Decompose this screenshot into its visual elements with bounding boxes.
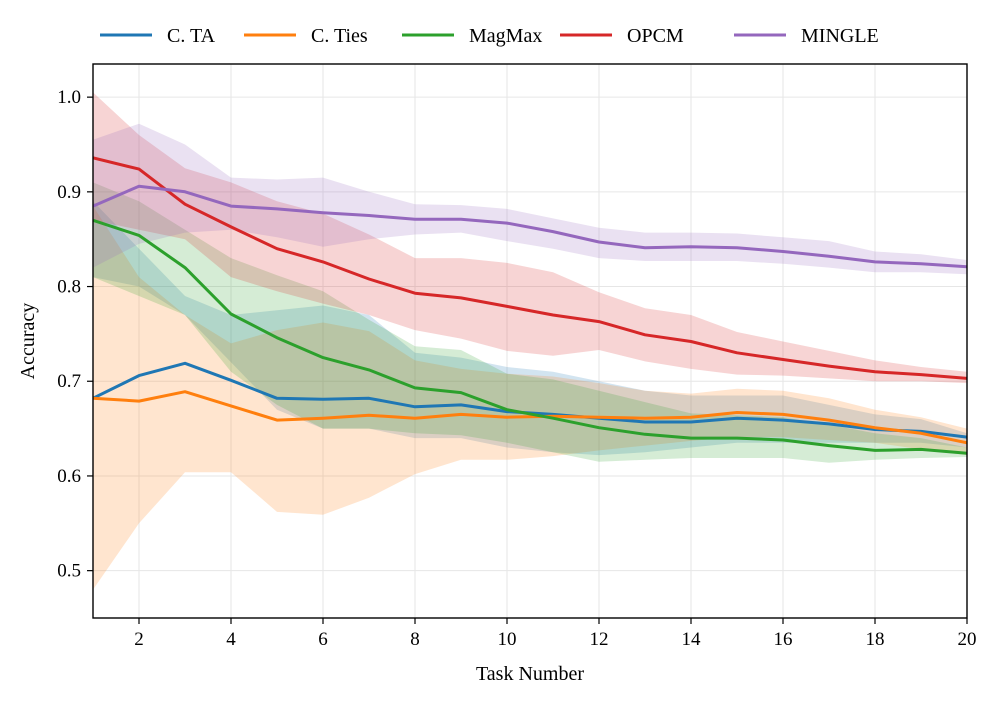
x-tick-label: 10 — [498, 629, 517, 650]
band-magmax — [93, 182, 967, 463]
y-axis-label: Accuracy — [17, 303, 39, 380]
x-axis-label: Task Number — [476, 663, 584, 685]
legend-label: OPCM — [627, 25, 684, 47]
legend-item-c-ties: C. Ties — [244, 25, 368, 47]
legend-item-opcm: OPCM — [560, 25, 684, 47]
series-lines — [93, 156, 967, 455]
x-tick-label: 6 — [318, 629, 328, 650]
band-opcm — [93, 92, 967, 384]
x-tick-label: 4 — [226, 629, 236, 650]
x-tick-label: 14 — [682, 629, 702, 650]
axis-ticks: 2 4 6 8 10 12 14 16 18 20 0.5 0.6 0.7 0.8 0.9 1.0 — [57, 87, 976, 650]
x-tick-label: 16 — [774, 629, 793, 650]
y-tick-label: 0.6 — [57, 466, 81, 487]
legend-label: MagMax — [469, 25, 542, 47]
legend-label: C. TA — [167, 25, 216, 47]
legend-item-magmax: MagMax — [402, 25, 542, 47]
line-c-ties — [93, 390, 967, 445]
x-tick-label: 2 — [134, 629, 144, 650]
y-tick-label: 1.0 — [57, 87, 81, 108]
confidence-bands — [93, 92, 967, 590]
legend-item-c-ta: C. TA — [100, 25, 216, 47]
legend-item-mingle: MINGLE — [734, 25, 879, 47]
band-c-ta — [93, 201, 967, 456]
y-tick-label: 0.5 — [57, 561, 81, 582]
legend-label: MINGLE — [801, 25, 879, 47]
line-mingle — [93, 184, 967, 269]
line-magmax — [93, 218, 967, 455]
x-tick-label: 18 — [866, 629, 885, 650]
legend: C. TA C. Ties MagMax OPCM MINGLE — [100, 25, 879, 47]
band-mingle — [93, 123, 967, 275]
plot-frame — [92, 63, 968, 619]
y-tick-label: 0.9 — [57, 182, 81, 203]
x-tick-label: 8 — [410, 629, 420, 650]
line-opcm — [93, 156, 967, 380]
legend-label: C. Ties — [311, 25, 368, 47]
x-tick-label: 20 — [958, 629, 977, 650]
y-tick-label: 0.7 — [57, 371, 81, 392]
y-tick-label: 0.8 — [57, 277, 81, 298]
x-tick-label: 12 — [590, 629, 609, 650]
band-c-ties — [93, 206, 967, 590]
